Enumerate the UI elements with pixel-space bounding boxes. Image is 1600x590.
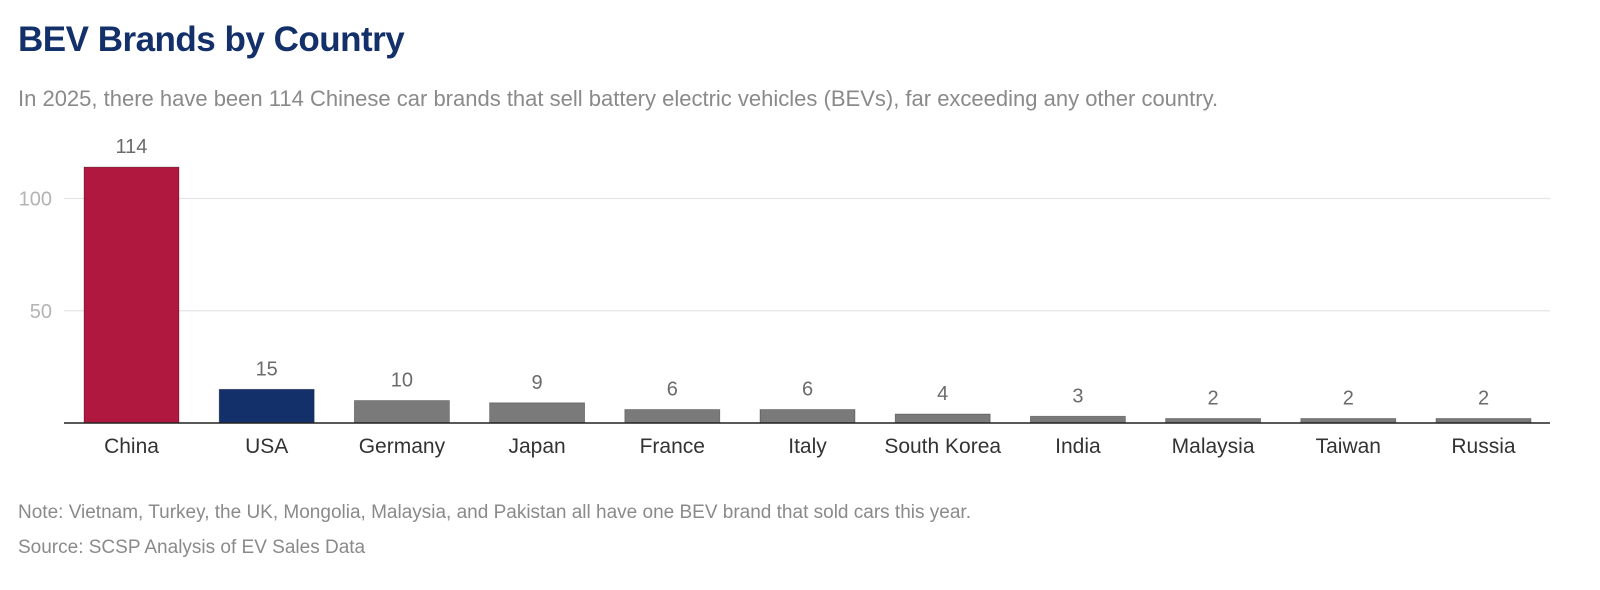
- chart-title: BEV Brands by Country: [18, 20, 405, 59]
- bar-france: [624, 409, 721, 424]
- data-label: 2: [1343, 388, 1354, 410]
- x-tick-label: France: [640, 435, 705, 458]
- bar-usa: [218, 388, 315, 424]
- data-label: 4: [937, 383, 948, 405]
- data-label: 2: [1208, 388, 1219, 410]
- y-tick-label: 50: [30, 301, 52, 323]
- x-tick-label: South Korea: [884, 435, 1001, 458]
- chart-source: Source: SCSP Analysis of EV Sales Data: [18, 537, 366, 558]
- chart-subtitle: In 2025, there have been 114 Chinese car…: [18, 86, 1219, 111]
- bar-india: [1030, 415, 1126, 424]
- x-tick-label: Malaysia: [1172, 435, 1255, 458]
- data-label: 9: [532, 372, 543, 394]
- x-tick-label: China: [104, 435, 159, 458]
- x-tick-label: India: [1055, 435, 1101, 458]
- data-label: 6: [802, 379, 813, 401]
- x-tick-label: Taiwan: [1316, 435, 1381, 458]
- x-tick-label: Japan: [508, 435, 565, 458]
- chart-note: Note: Vietnam, Turkey, the UK, Mongolia,…: [18, 502, 971, 523]
- bar-japan: [489, 402, 586, 424]
- bar-china: [83, 166, 180, 424]
- y-tick-label: 100: [19, 189, 52, 211]
- bar-germany: [353, 400, 450, 424]
- data-label: 10: [391, 370, 413, 392]
- x-tick-label: Germany: [359, 435, 446, 458]
- data-label: 3: [1072, 385, 1083, 407]
- data-label: 2: [1478, 388, 1489, 410]
- bar-italy: [759, 409, 856, 424]
- data-label: 114: [116, 136, 148, 158]
- bar-south-korea: [894, 413, 991, 424]
- data-label: 6: [667, 379, 678, 401]
- data-label: 15: [256, 358, 278, 380]
- x-tick-label: Russia: [1451, 435, 1516, 458]
- x-tick-label: Italy: [788, 435, 827, 458]
- x-tick-label: USA: [245, 435, 288, 458]
